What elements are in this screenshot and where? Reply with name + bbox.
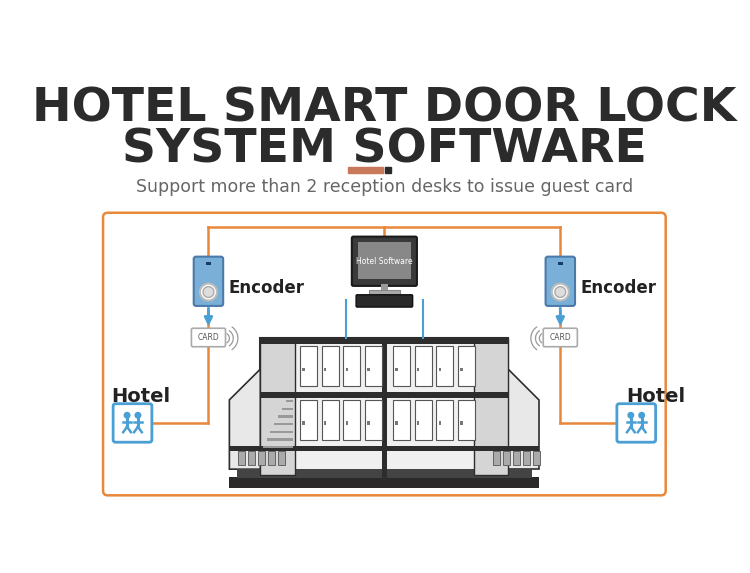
- Bar: [271, 431, 293, 433]
- Bar: [268, 452, 275, 465]
- Bar: [458, 346, 475, 386]
- Bar: [380, 284, 388, 291]
- Bar: [369, 290, 400, 295]
- Bar: [302, 421, 304, 425]
- Bar: [344, 400, 360, 440]
- Bar: [206, 262, 211, 265]
- Bar: [415, 346, 432, 386]
- Bar: [230, 477, 539, 488]
- Bar: [436, 400, 453, 440]
- FancyBboxPatch shape: [191, 328, 226, 347]
- Bar: [278, 452, 285, 465]
- Bar: [460, 421, 463, 425]
- Bar: [417, 421, 419, 425]
- Bar: [533, 452, 540, 465]
- Circle shape: [638, 412, 645, 419]
- FancyBboxPatch shape: [194, 257, 224, 306]
- Bar: [460, 367, 463, 371]
- Bar: [300, 400, 317, 440]
- Bar: [324, 421, 326, 425]
- Bar: [395, 421, 398, 425]
- Text: HOTEL SMART DOOR LOCK: HOTEL SMART DOOR LOCK: [32, 87, 736, 131]
- FancyBboxPatch shape: [545, 257, 575, 306]
- Circle shape: [203, 286, 214, 297]
- Bar: [260, 392, 509, 398]
- Bar: [473, 338, 508, 476]
- Circle shape: [134, 412, 142, 419]
- Bar: [439, 421, 441, 425]
- Circle shape: [552, 284, 568, 300]
- Text: Hotel: Hotel: [626, 387, 686, 406]
- Bar: [300, 346, 317, 386]
- Text: Encoder: Encoder: [229, 279, 304, 297]
- Bar: [344, 346, 360, 386]
- Bar: [258, 452, 265, 465]
- Bar: [322, 346, 339, 386]
- Bar: [417, 367, 419, 371]
- Bar: [266, 438, 293, 441]
- Bar: [358, 242, 411, 279]
- Bar: [324, 367, 326, 371]
- Circle shape: [200, 284, 217, 300]
- Circle shape: [555, 286, 566, 297]
- Bar: [458, 400, 475, 440]
- Bar: [302, 367, 304, 371]
- Circle shape: [627, 412, 634, 419]
- Bar: [493, 452, 500, 465]
- Bar: [278, 415, 293, 418]
- Text: Hotel: Hotel: [111, 387, 170, 406]
- Text: Hotel Software: Hotel Software: [356, 257, 413, 266]
- Text: SYSTEM SOFTWARE: SYSTEM SOFTWARE: [122, 127, 646, 172]
- Bar: [382, 338, 387, 481]
- Bar: [395, 367, 398, 371]
- Bar: [260, 338, 509, 344]
- Bar: [282, 407, 293, 410]
- Bar: [262, 446, 293, 448]
- Bar: [346, 367, 348, 371]
- Bar: [436, 346, 453, 386]
- Circle shape: [124, 412, 130, 419]
- Text: Support more than 2 reception desks to issue guest card: Support more than 2 reception desks to i…: [136, 178, 633, 195]
- Bar: [322, 400, 339, 440]
- Bar: [558, 262, 562, 265]
- Bar: [513, 452, 520, 465]
- FancyBboxPatch shape: [352, 237, 417, 286]
- Bar: [346, 421, 348, 425]
- Bar: [286, 400, 293, 402]
- Bar: [368, 421, 370, 425]
- FancyBboxPatch shape: [543, 328, 578, 347]
- Bar: [439, 367, 441, 371]
- Bar: [368, 367, 370, 371]
- FancyBboxPatch shape: [356, 295, 413, 307]
- Bar: [348, 167, 382, 172]
- Text: Encoder: Encoder: [580, 279, 656, 297]
- FancyBboxPatch shape: [103, 213, 666, 495]
- Polygon shape: [509, 369, 539, 469]
- Bar: [230, 446, 539, 452]
- Bar: [386, 167, 391, 172]
- Bar: [365, 346, 382, 386]
- Bar: [274, 423, 293, 425]
- Text: CARD: CARD: [550, 333, 572, 342]
- Bar: [365, 400, 382, 440]
- Bar: [248, 452, 255, 465]
- FancyBboxPatch shape: [616, 404, 656, 442]
- Bar: [237, 469, 532, 478]
- Bar: [523, 452, 530, 465]
- Bar: [393, 400, 410, 440]
- Bar: [393, 346, 410, 386]
- Bar: [260, 338, 509, 481]
- Bar: [260, 338, 296, 476]
- Bar: [503, 452, 510, 465]
- Bar: [238, 452, 244, 465]
- Text: CARD: CARD: [197, 333, 219, 342]
- FancyBboxPatch shape: [113, 404, 152, 442]
- Polygon shape: [230, 369, 260, 469]
- Bar: [415, 400, 432, 440]
